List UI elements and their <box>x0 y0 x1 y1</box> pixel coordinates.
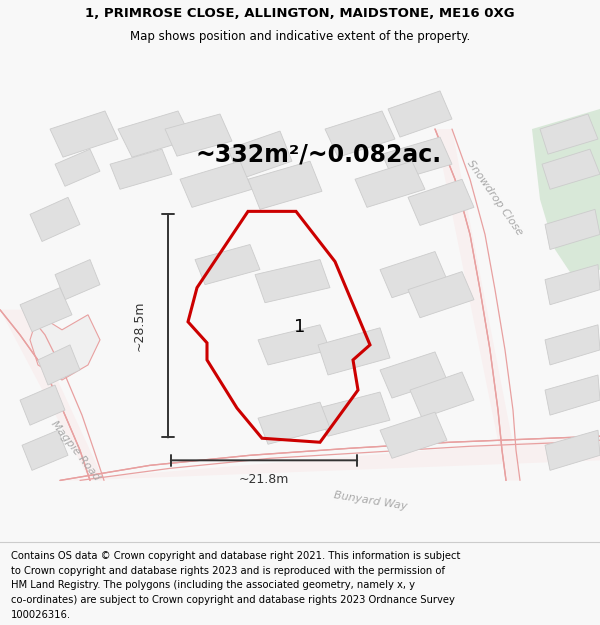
Text: ~28.5m: ~28.5m <box>133 301 146 351</box>
Polygon shape <box>388 91 452 137</box>
Polygon shape <box>408 179 474 226</box>
Text: ~332m²/~0.082ac.: ~332m²/~0.082ac. <box>195 142 441 166</box>
Polygon shape <box>180 161 252 208</box>
Polygon shape <box>38 345 80 385</box>
Text: 100026316.: 100026316. <box>11 610 71 620</box>
Polygon shape <box>410 372 474 418</box>
Polygon shape <box>50 111 118 157</box>
Polygon shape <box>255 259 330 302</box>
Polygon shape <box>0 310 104 481</box>
Polygon shape <box>532 109 600 279</box>
Polygon shape <box>30 198 80 241</box>
Polygon shape <box>542 149 600 189</box>
Polygon shape <box>435 129 520 481</box>
Polygon shape <box>30 315 100 380</box>
Polygon shape <box>355 161 425 208</box>
Polygon shape <box>22 430 68 471</box>
Text: co-ordinates) are subject to Crown copyright and database rights 2023 Ordnance S: co-ordinates) are subject to Crown copyr… <box>11 595 455 605</box>
Text: 1: 1 <box>293 318 305 336</box>
Polygon shape <box>20 288 72 332</box>
Polygon shape <box>248 161 322 209</box>
Polygon shape <box>258 325 330 365</box>
Polygon shape <box>545 264 600 305</box>
Polygon shape <box>380 412 447 458</box>
Polygon shape <box>380 251 447 298</box>
Polygon shape <box>228 131 292 179</box>
Polygon shape <box>380 352 447 398</box>
Text: 1, PRIMROSE CLOSE, ALLINGTON, MAIDSTONE, ME16 0XG: 1, PRIMROSE CLOSE, ALLINGTON, MAIDSTONE,… <box>85 7 515 20</box>
Polygon shape <box>382 137 452 181</box>
Polygon shape <box>258 402 330 444</box>
Text: Map shows position and indicative extent of the property.: Map shows position and indicative extent… <box>130 29 470 42</box>
Polygon shape <box>118 111 192 157</box>
Polygon shape <box>195 244 260 284</box>
Polygon shape <box>540 114 598 154</box>
Text: Bunyard Way: Bunyard Way <box>332 490 407 511</box>
Polygon shape <box>55 259 100 300</box>
Text: Snowdrop Close: Snowdrop Close <box>465 158 525 237</box>
Text: Magpie Road: Magpie Road <box>49 419 101 482</box>
Polygon shape <box>110 149 172 189</box>
Polygon shape <box>55 149 100 186</box>
Polygon shape <box>545 430 600 471</box>
Text: Contains OS data © Crown copyright and database right 2021. This information is : Contains OS data © Crown copyright and d… <box>11 551 460 561</box>
Polygon shape <box>318 328 390 375</box>
Polygon shape <box>20 385 65 425</box>
Text: to Crown copyright and database rights 2023 and is reproduced with the permissio: to Crown copyright and database rights 2… <box>11 566 445 576</box>
Polygon shape <box>325 111 395 157</box>
Text: ~21.8m: ~21.8m <box>239 472 289 486</box>
Polygon shape <box>318 392 390 436</box>
Polygon shape <box>165 114 232 156</box>
Polygon shape <box>545 209 600 249</box>
Text: HM Land Registry. The polygons (including the associated geometry, namely x, y: HM Land Registry. The polygons (includin… <box>11 580 415 590</box>
Polygon shape <box>408 272 474 318</box>
Polygon shape <box>60 436 600 481</box>
Polygon shape <box>545 375 600 415</box>
Polygon shape <box>545 325 600 365</box>
